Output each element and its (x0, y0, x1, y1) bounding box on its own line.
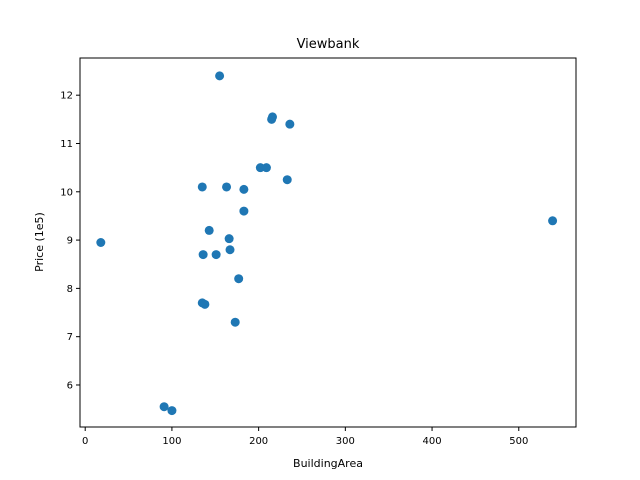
y-tick-label: 10 (60, 187, 73, 198)
x-tick-label: 100 (162, 436, 181, 447)
data-point (285, 119, 295, 129)
data-point (234, 274, 244, 284)
x-tick-label: 400 (423, 436, 442, 447)
data-point (224, 234, 234, 244)
data-point (159, 402, 169, 412)
x-axis-label: BuildingArea (293, 457, 363, 470)
x-tick-label: 200 (249, 436, 268, 447)
x-tick-label: 300 (336, 436, 355, 447)
y-axis-label: Price (1e5) (33, 212, 46, 272)
y-tick-label: 7 (67, 332, 73, 343)
y-tick-label: 11 (60, 139, 73, 150)
data-point (204, 225, 214, 235)
data-point (548, 216, 558, 226)
data-point (222, 182, 232, 192)
data-point (215, 71, 225, 81)
y-tick-label: 9 (67, 236, 73, 247)
data-point (225, 245, 235, 255)
data-point (200, 299, 210, 309)
x-tick-label: 0 (82, 436, 88, 447)
plot-frame (79, 57, 577, 428)
data-point (230, 317, 240, 327)
x-tick-label: 500 (509, 436, 528, 447)
data-point (211, 250, 221, 260)
data-point (282, 175, 292, 185)
data-point (96, 238, 106, 247)
chart-title: Viewbank (297, 37, 360, 52)
data-point (198, 250, 208, 260)
axis-ticks: 0 100 200 300 400 500 6 7 8 9 10 11 12 (60, 91, 528, 447)
data-point (167, 406, 177, 416)
data-point (267, 114, 277, 124)
y-tick-label: 6 (67, 380, 73, 391)
data-point (239, 206, 249, 216)
data-point (261, 163, 271, 173)
y-tick-label: 12 (60, 91, 73, 102)
data-point (197, 182, 207, 192)
data-points (96, 71, 558, 416)
y-tick-label: 8 (67, 284, 73, 295)
data-point (239, 184, 249, 194)
